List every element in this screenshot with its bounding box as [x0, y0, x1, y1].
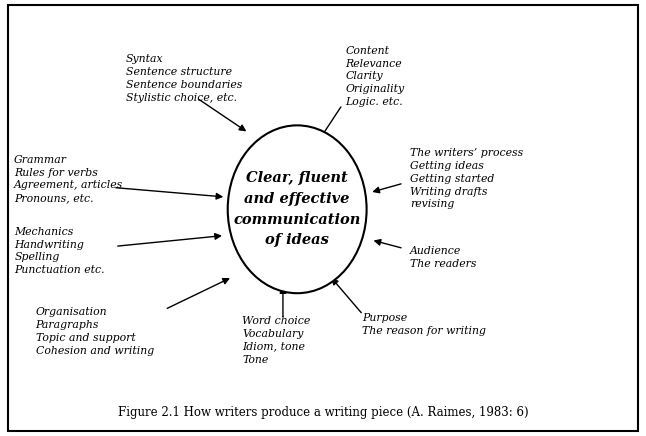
Text: The writers’ process
Getting ideas
Getting started
Writing drafts
revising: The writers’ process Getting ideas Getti…	[410, 148, 523, 209]
Ellipse shape	[228, 126, 367, 293]
Text: Content
Relevance
Clarity
Originality
Logic. etc.: Content Relevance Clarity Originality Lo…	[346, 46, 405, 107]
Text: Purpose
The reason for writing: Purpose The reason for writing	[362, 313, 486, 336]
Text: Figure 2.1 How writers produce a writing piece (A. Raimes, 1983: 6): Figure 2.1 How writers produce a writing…	[118, 406, 528, 419]
Text: Word choice
Vocabulary
Idiom, tone
Tone: Word choice Vocabulary Idiom, tone Tone	[242, 316, 311, 364]
Text: Clear, fluent
and effective
communication
of ideas: Clear, fluent and effective communicatio…	[233, 171, 361, 247]
Text: Audience
The readers: Audience The readers	[410, 246, 477, 269]
Text: Organisation
Paragraphs
Topic and support
Cohesion and writing: Organisation Paragraphs Topic and suppor…	[36, 307, 154, 356]
Text: Grammar
Rules for verbs
Agreement, articles
Pronouns, etc.: Grammar Rules for verbs Agreement, artic…	[14, 155, 123, 203]
Text: Syntax
Sentence structure
Sentence boundaries
Stylistic choice, etc.: Syntax Sentence structure Sentence bound…	[126, 54, 242, 103]
Text: Mechanics
Handwriting
Spelling
Punctuation etc.: Mechanics Handwriting Spelling Punctuati…	[14, 227, 105, 275]
FancyBboxPatch shape	[8, 5, 638, 431]
